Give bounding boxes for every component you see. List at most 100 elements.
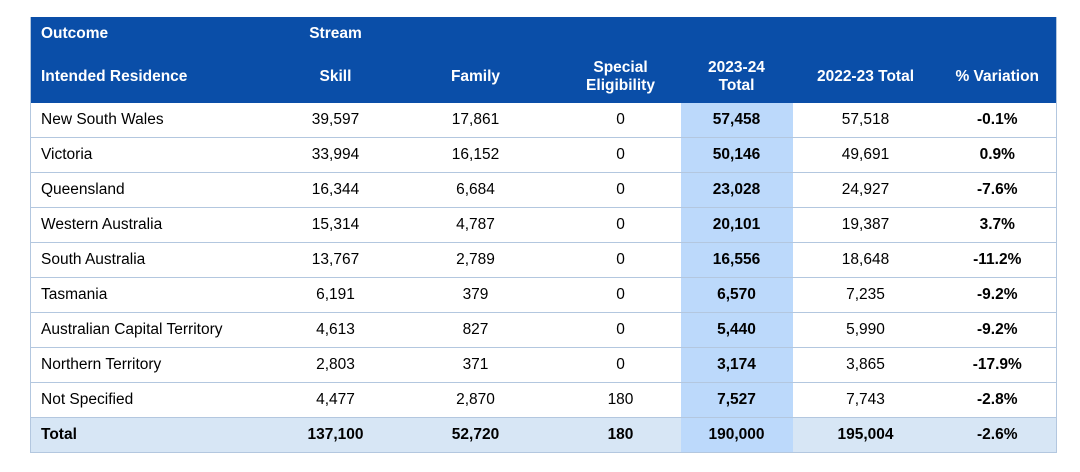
total-variation: -2.6% <box>938 417 1057 453</box>
cell-prev-total: 18,648 <box>792 242 939 278</box>
cell-total: 3,174 <box>680 347 793 383</box>
table-body: New South Wales 39,597 17,861 0 57,458 5… <box>30 103 1057 453</box>
header-stream: Stream <box>280 17 391 51</box>
header-variation: % Variation <box>938 51 1057 103</box>
cell-total: 50,146 <box>680 137 793 173</box>
cell-state: Queensland <box>30 172 281 208</box>
cell-family: 17,861 <box>390 103 561 138</box>
cell-total: 6,570 <box>680 277 793 313</box>
cell-special: 0 <box>560 347 681 383</box>
table-row: Australian Capital Territory 4,613 827 0… <box>30 312 1057 348</box>
cell-special: 0 <box>560 172 681 208</box>
cell-variation: -11.2% <box>938 242 1057 278</box>
cell-special: 0 <box>560 137 681 173</box>
header-special-line1: Special <box>593 59 648 76</box>
cell-variation: -2.8% <box>938 382 1057 418</box>
cell-prev-total: 7,235 <box>792 277 939 313</box>
header-row-columns: Intended Residence Skill Family Special … <box>30 51 1057 103</box>
table-row: Queensland 16,344 6,684 0 23,028 24,927 … <box>30 172 1057 208</box>
cell-state: South Australia <box>30 242 281 278</box>
total-skill: 137,100 <box>280 417 391 453</box>
cell-special: 0 <box>560 242 681 278</box>
cell-total: 16,556 <box>680 242 793 278</box>
header-total-line2: Total <box>718 77 755 94</box>
cell-special: 180 <box>560 382 681 418</box>
table-row: Western Australia 15,314 4,787 0 20,101 … <box>30 207 1057 243</box>
cell-total: 5,440 <box>680 312 793 348</box>
header-outcome: Outcome <box>30 17 281 51</box>
table-row: South Australia 13,767 2,789 0 16,556 18… <box>30 242 1057 278</box>
cell-family: 827 <box>390 312 561 348</box>
header-special-eligibility: Special Eligibility <box>560 51 681 103</box>
cell-prev-total: 57,518 <box>792 103 939 138</box>
header-empty <box>560 17 681 51</box>
cell-total: 57,458 <box>680 103 793 138</box>
table-row: Northern Territory 2,803 371 0 3,174 3,8… <box>30 347 1057 383</box>
table-row: New South Wales 39,597 17,861 0 57,458 5… <box>30 103 1057 138</box>
header-special-line2: Eligibility <box>586 77 655 94</box>
cell-skill: 2,803 <box>280 347 391 383</box>
residence-table: Outcome Stream Intended Residence Skill … <box>30 17 1057 453</box>
cell-skill: 4,477 <box>280 382 391 418</box>
cell-family: 2,789 <box>390 242 561 278</box>
cell-state: New South Wales <box>30 103 281 138</box>
cell-variation: 3.7% <box>938 207 1057 243</box>
cell-prev-total: 49,691 <box>792 137 939 173</box>
table-row: Victoria 33,994 16,152 0 50,146 49,691 0… <box>30 137 1057 173</box>
cell-special: 0 <box>560 277 681 313</box>
cell-family: 371 <box>390 347 561 383</box>
cell-total: 7,527 <box>680 382 793 418</box>
cell-total: 23,028 <box>680 172 793 208</box>
total-special: 180 <box>560 417 681 453</box>
cell-skill: 6,191 <box>280 277 391 313</box>
cell-skill: 33,994 <box>280 137 391 173</box>
cell-skill: 4,613 <box>280 312 391 348</box>
cell-variation: 0.9% <box>938 137 1057 173</box>
cell-family: 2,870 <box>390 382 561 418</box>
header-empty <box>938 17 1057 51</box>
header-row-outcome: Outcome Stream <box>30 17 1057 51</box>
table-row: Not Specified 4,477 2,870 180 7,527 7,74… <box>30 382 1057 418</box>
cell-family: 4,787 <box>390 207 561 243</box>
header-empty <box>680 17 793 51</box>
cell-special: 0 <box>560 312 681 348</box>
cell-variation: -9.2% <box>938 277 1057 313</box>
cell-special: 0 <box>560 103 681 138</box>
cell-prev-total: 7,743 <box>792 382 939 418</box>
cell-skill: 15,314 <box>280 207 391 243</box>
cell-variation: -17.9% <box>938 347 1057 383</box>
header-intended-residence: Intended Residence <box>30 51 281 103</box>
header-family: Family <box>390 51 561 103</box>
cell-prev-total: 3,865 <box>792 347 939 383</box>
table-header: Outcome Stream Intended Residence Skill … <box>30 17 1057 103</box>
cell-variation: -0.1% <box>938 103 1057 138</box>
cell-prev-total: 19,387 <box>792 207 939 243</box>
total-label: Total <box>30 417 281 453</box>
header-empty <box>792 17 939 51</box>
cell-family: 6,684 <box>390 172 561 208</box>
cell-skill: 13,767 <box>280 242 391 278</box>
cell-state: Australian Capital Territory <box>30 312 281 348</box>
cell-prev-total: 5,990 <box>792 312 939 348</box>
header-2023-24-total: 2023-24 Total <box>680 51 793 103</box>
cell-state: Western Australia <box>30 207 281 243</box>
total-family: 52,720 <box>390 417 561 453</box>
cell-variation: -7.6% <box>938 172 1057 208</box>
cell-total: 20,101 <box>680 207 793 243</box>
cell-state: Tasmania <box>30 277 281 313</box>
cell-state: Victoria <box>30 137 281 173</box>
header-2022-23-total: 2022-23 Total <box>792 51 939 103</box>
cell-variation: -9.2% <box>938 312 1057 348</box>
cell-prev-total: 24,927 <box>792 172 939 208</box>
header-total-line1: 2023-24 <box>708 59 765 76</box>
header-skill: Skill <box>280 51 391 103</box>
cell-skill: 39,597 <box>280 103 391 138</box>
cell-state: Northern Territory <box>30 347 281 383</box>
cell-family: 379 <box>390 277 561 313</box>
residence-table-container: Outcome Stream Intended Residence Skill … <box>30 17 1057 453</box>
total-total: 190,000 <box>680 417 793 453</box>
cell-special: 0 <box>560 207 681 243</box>
cell-state: Not Specified <box>30 382 281 418</box>
total-prev-total: 195,004 <box>792 417 939 453</box>
total-row: Total 137,100 52,720 180 190,000 195,004… <box>30 417 1057 453</box>
